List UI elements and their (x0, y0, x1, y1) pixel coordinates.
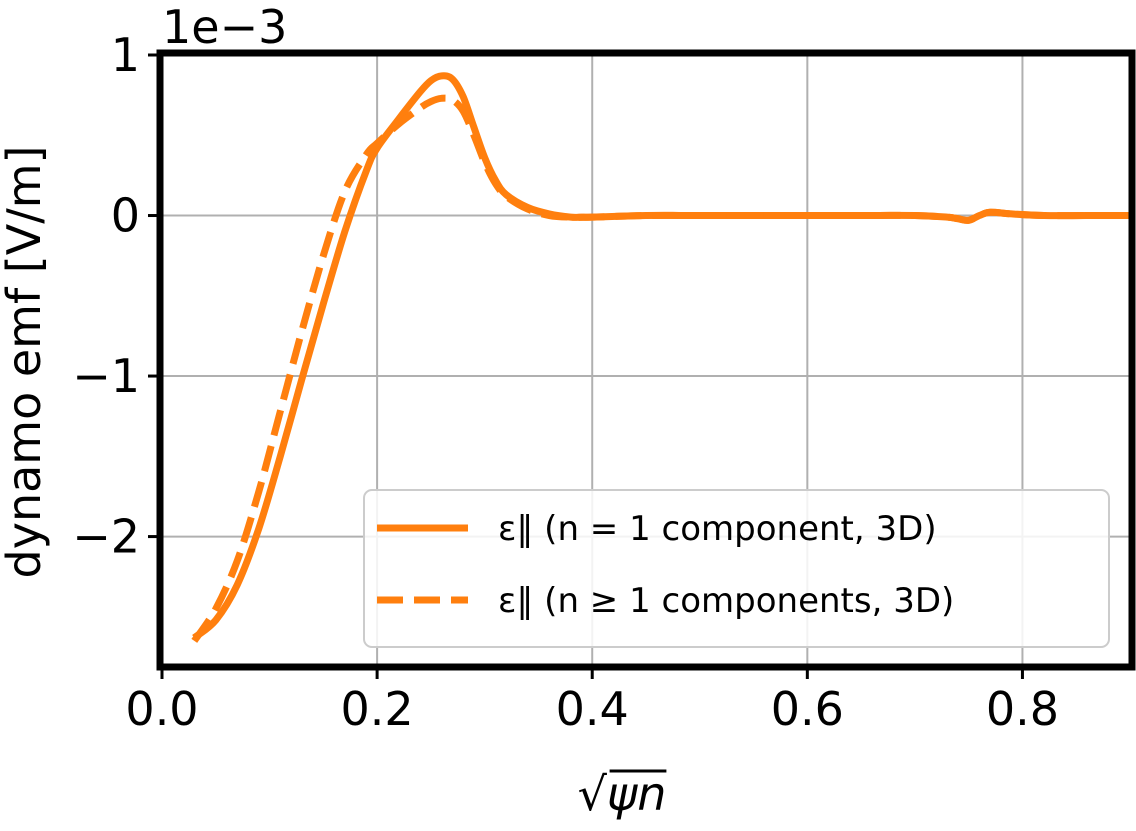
series-layer (191, 72, 1130, 643)
x-tick-label: 0.6 (771, 682, 844, 736)
x-axis-label: √ψn (578, 767, 667, 821)
legend: ε‖ (n = 1 component, 3D) ε‖ (n ≥ 1 compo… (363, 489, 1110, 648)
x-tick-label: 0.2 (341, 682, 414, 736)
y-scale-note: 1e−3 (162, 0, 287, 54)
x-axis-label-text: √ψn (578, 767, 667, 821)
legend-entry-nge1: ε‖ (n ≥ 1 components, 3D) (498, 581, 954, 621)
plot-area (191, 72, 1130, 643)
y-axis-label: dynamo emf [V/m] (0, 146, 51, 579)
y-tick-label: −1 (72, 349, 140, 403)
y-tick-label: 0 (111, 189, 140, 243)
legend-box (363, 489, 1110, 648)
legend-entry-n1: ε‖ (n = 1 component, 3D) (498, 509, 937, 549)
x-tick-label: 0.4 (556, 682, 629, 736)
y-tick-label: 1 (111, 28, 140, 82)
x-tick-label: 0.0 (125, 682, 198, 736)
x-tick-label: 0.8 (986, 682, 1059, 736)
axis-ticks: 0.0 0.2 0.4 0.6 0.8 1 0 −1 −2 (72, 28, 1059, 736)
plot-frame (156, 49, 1136, 671)
series-line-dashed (191, 94, 1130, 643)
y-tick-label: −2 (72, 510, 140, 564)
